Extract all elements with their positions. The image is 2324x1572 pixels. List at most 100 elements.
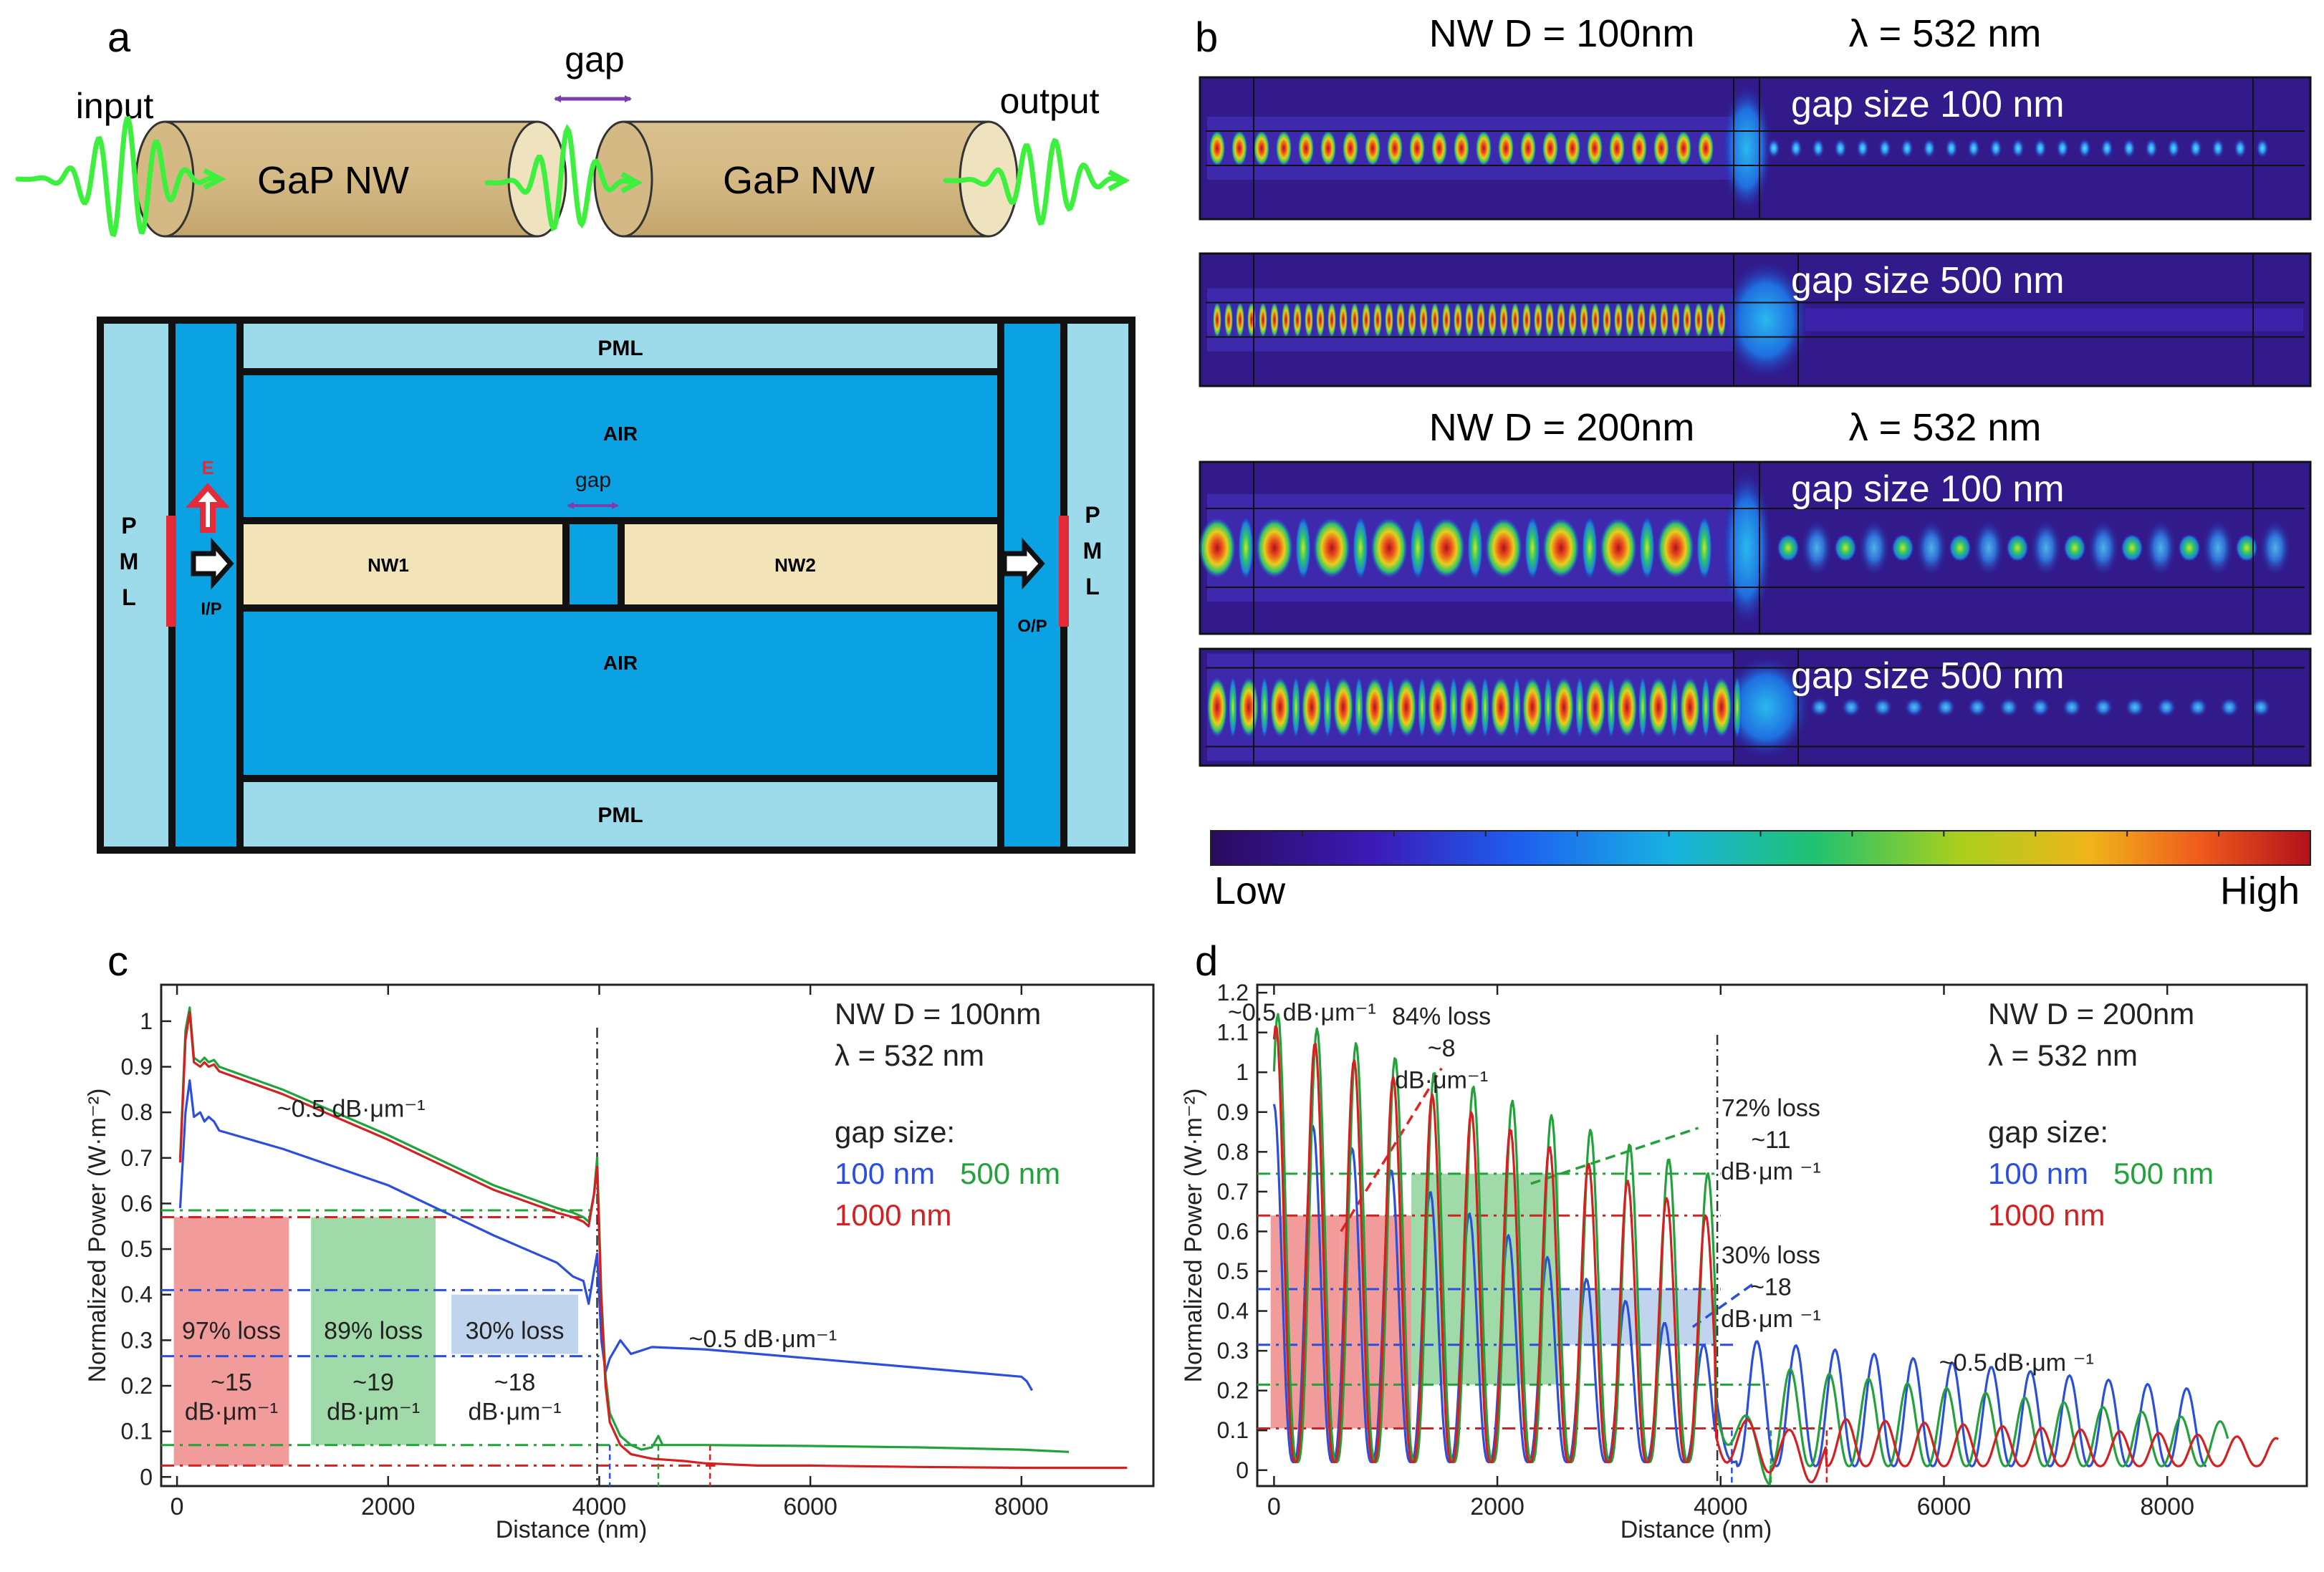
y-tick-label: 0.6 bbox=[1217, 1218, 1249, 1244]
nw1-field-spot bbox=[1660, 302, 1668, 338]
field-map-gap-label: gap size 100 nm bbox=[1791, 468, 2065, 510]
nw1-field-spot bbox=[1648, 302, 1657, 338]
nw2-field-spot bbox=[2212, 138, 2224, 158]
nw1-field-spot bbox=[1199, 518, 1236, 578]
pml-top-label: PML bbox=[597, 337, 643, 360]
nw1-field-side-lobe bbox=[1354, 674, 1364, 741]
output-wave-arrowhead bbox=[1108, 169, 1130, 192]
nw1-field-side-lobe bbox=[1480, 674, 1490, 741]
nw1-region bbox=[244, 524, 562, 604]
nw1-field-side-lobe bbox=[1322, 674, 1333, 741]
nw1-field-side-lobe bbox=[1417, 674, 1427, 741]
y-axis-label: Normalized Power (W·m⁻²) bbox=[84, 1089, 111, 1383]
nw2-field-lobe bbox=[2088, 519, 2119, 577]
nw1-field-spot bbox=[1431, 130, 1448, 166]
nw2-field-spot bbox=[1904, 697, 1924, 718]
nw1-field-spot bbox=[1396, 302, 1405, 338]
pml-right-region bbox=[1064, 324, 1128, 847]
nw2-field-spot bbox=[1945, 138, 1958, 158]
nw1-field-spot bbox=[1454, 302, 1462, 338]
loss-region bbox=[311, 1217, 436, 1445]
nw1-field-side-lobe bbox=[1352, 514, 1369, 582]
field-header-100-diameter: NW D = 100nm bbox=[1429, 12, 1695, 55]
chart-d: 0 2000 4000 6000 8000 0 0.1 0.2 0.3 0.4 0.5 0.6 0.7 0… bbox=[1180, 980, 2308, 1543]
annotation-label: dB·μm ⁻¹ bbox=[1721, 1306, 1821, 1333]
nw1-field-spot bbox=[1706, 302, 1714, 338]
nw1-field-spot bbox=[1327, 302, 1336, 338]
nw1-field-side-lobe bbox=[1696, 514, 1713, 582]
input-wavepacket bbox=[15, 115, 217, 238]
x-tick-label: 0 bbox=[1267, 1493, 1281, 1520]
field-map-1: gap size 100 nm bbox=[1199, 76, 2312, 221]
nw1-field-spot bbox=[1485, 518, 1522, 578]
nw1-field-spot bbox=[1408, 302, 1416, 338]
nw1-field-spot bbox=[1213, 302, 1221, 338]
nw1-field-spot bbox=[1364, 677, 1386, 738]
field-map-2: gap size 500 nm bbox=[1199, 252, 2312, 387]
gap-label: gap bbox=[565, 39, 624, 79]
nw1-field-spot bbox=[1364, 130, 1381, 166]
loss-rate-label: ~18 bbox=[494, 1369, 536, 1396]
y-tick-label: 0.4 bbox=[121, 1282, 153, 1308]
nw2-field-spot bbox=[1923, 138, 1936, 158]
plot-area bbox=[160, 983, 1155, 1487]
field-map-gap-label: gap size 100 nm bbox=[1791, 84, 2065, 125]
nw1-field-spot bbox=[1316, 302, 1325, 338]
output-label: output bbox=[999, 81, 1099, 121]
info-diameter: NW D = 100nm bbox=[835, 997, 1041, 1031]
output-port-arrow-icon bbox=[1002, 537, 1045, 590]
nw1-field-spot bbox=[1568, 302, 1577, 338]
nw1-field-side-lobe bbox=[1449, 674, 1459, 741]
annotation-label: ~11 bbox=[1751, 1127, 1790, 1154]
y-tick-label: 1 bbox=[140, 1008, 153, 1034]
nw2-field-lobe bbox=[1801, 519, 1833, 577]
nw1-field-spot bbox=[1600, 518, 1637, 578]
y-tick-label: 0.4 bbox=[1217, 1298, 1249, 1324]
field-map-3: gap size 100 nm bbox=[1199, 460, 2312, 635]
nw1-field-spot bbox=[1697, 130, 1714, 166]
field-map-4: gap size 500 nm bbox=[1199, 647, 2312, 767]
nw2-field-spot bbox=[1834, 534, 1857, 562]
nw1-field-spot bbox=[1511, 302, 1519, 338]
nw2-field-spot bbox=[1873, 697, 1893, 718]
nw2-field-spot bbox=[2178, 534, 2201, 562]
nw1-field-spot bbox=[1631, 130, 1648, 166]
nw2-weak-field bbox=[1805, 308, 2303, 332]
nw2-field-spot bbox=[1878, 138, 1891, 158]
y-tick-label: 1.2 bbox=[1217, 980, 1249, 1006]
loss-percent-label: 30% loss bbox=[466, 1317, 565, 1344]
input-source-line bbox=[166, 516, 176, 627]
field-map-gap-label: gap size 500 nm bbox=[1791, 260, 2065, 302]
svg-text:P: P bbox=[121, 513, 136, 539]
nw1-field-spot bbox=[1614, 302, 1623, 338]
field-map-gap-label: gap size 500 nm bbox=[1791, 655, 2065, 697]
nw1-field-spot bbox=[1603, 302, 1611, 338]
nw1-field-spot bbox=[1585, 677, 1606, 738]
nw2-field-spot bbox=[1967, 138, 1980, 158]
y-tick-label: 0.2 bbox=[1217, 1378, 1249, 1404]
nw1-field-spot bbox=[1694, 302, 1703, 338]
svg-text:P: P bbox=[1085, 502, 1100, 528]
air-top-label: AIR bbox=[603, 423, 638, 445]
nw1-field-spot bbox=[1293, 302, 1302, 338]
x-tick-label: 2000 bbox=[1470, 1493, 1524, 1520]
loss-region bbox=[173, 1217, 289, 1466]
nw1-field-side-lobe bbox=[1638, 674, 1648, 741]
nw2-field-spot bbox=[2093, 697, 2113, 718]
nw2-field-spot bbox=[1989, 138, 2002, 158]
info-wavelength: λ = 532 nm bbox=[835, 1038, 984, 1072]
pointer-30-dashline bbox=[1691, 1282, 1755, 1329]
pml-right-letters: P M L bbox=[1083, 502, 1103, 599]
nw1-field-side-lobe bbox=[1259, 674, 1269, 741]
nw1-field-spot bbox=[1557, 302, 1565, 338]
y-tick-label: 0.9 bbox=[1217, 1099, 1249, 1125]
legend-1000nm: 1000 nm bbox=[835, 1198, 951, 1232]
loss-region bbox=[451, 1294, 578, 1354]
y-tick-label: 0.3 bbox=[1217, 1338, 1249, 1364]
pml-left-letters: P M L bbox=[120, 513, 139, 610]
nw2-field-spot bbox=[1967, 697, 1987, 718]
nw2-field-spot bbox=[1812, 138, 1825, 158]
nw1-field-spot bbox=[1428, 518, 1465, 578]
nw2-field-spot bbox=[2234, 138, 2247, 158]
nw1-field-spot bbox=[1236, 302, 1244, 338]
